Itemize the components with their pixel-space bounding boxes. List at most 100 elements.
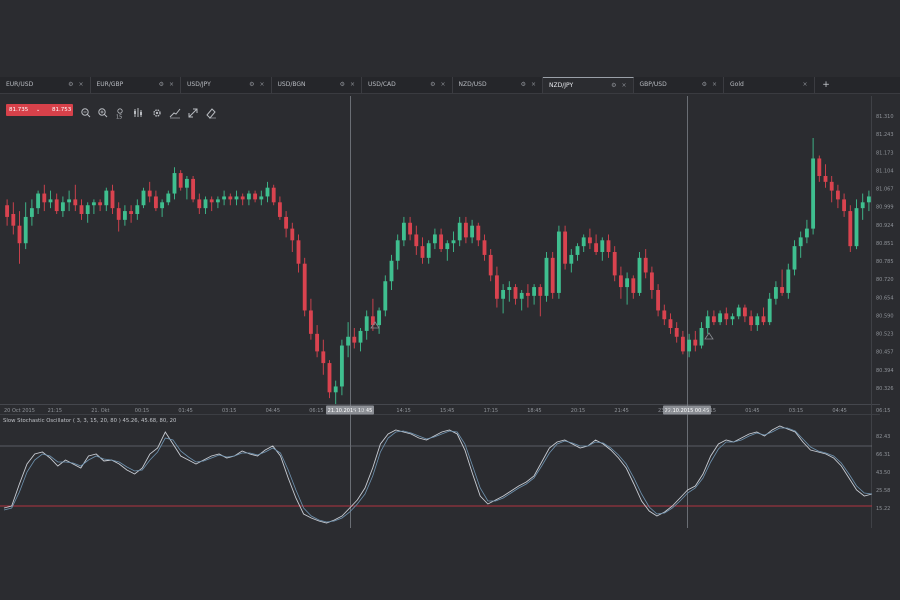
- tab-usdbgn[interactable]: USD/BGN ⚙ ×: [272, 77, 362, 93]
- plus-icon[interactable]: +: [822, 80, 830, 90]
- close-icon[interactable]: ×: [530, 81, 536, 88]
- tab-usdjpy[interactable]: USD/JPY ⚙ ×: [181, 77, 272, 93]
- candle[interactable]: [519, 290, 524, 311]
- candle[interactable]: [823, 164, 828, 188]
- candle[interactable]: [414, 225, 419, 255]
- candle[interactable]: [129, 205, 134, 223]
- candle[interactable]: [532, 284, 537, 305]
- indicators-icon[interactable]: [132, 104, 144, 117]
- candle[interactable]: [23, 202, 28, 250]
- close-icon[interactable]: ×: [440, 81, 446, 88]
- candle[interactable]: [693, 330, 698, 352]
- candle[interactable]: [339, 339, 344, 396]
- candle[interactable]: [42, 184, 47, 212]
- candle[interactable]: [358, 328, 363, 352]
- fullscreen-icon[interactable]: [187, 104, 199, 118]
- candle[interactable]: [662, 304, 667, 326]
- candle[interactable]: [104, 187, 109, 212]
- candle[interactable]: [482, 234, 487, 261]
- candle[interactable]: [98, 199, 103, 212]
- candle[interactable]: [377, 307, 382, 334]
- candle[interactable]: [848, 205, 853, 252]
- candle[interactable]: [612, 246, 617, 282]
- gear-icon[interactable]: ⚙: [611, 82, 617, 89]
- candle[interactable]: [308, 298, 313, 340]
- candle[interactable]: [389, 254, 394, 290]
- candle[interactable]: [705, 310, 710, 334]
- eraser-icon[interactable]: [205, 104, 217, 119]
- candle[interactable]: [408, 216, 413, 241]
- candle[interactable]: [494, 266, 499, 308]
- candle[interactable]: [79, 199, 84, 220]
- close-icon[interactable]: ×: [168, 81, 174, 88]
- candle[interactable]: [476, 222, 481, 247]
- tab-eurusd[interactable]: EUR/USD ⚙ ×: [0, 77, 91, 93]
- candle[interactable]: [290, 222, 295, 252]
- candle[interactable]: [85, 202, 90, 223]
- candle[interactable]: [606, 234, 611, 258]
- candle[interactable]: [302, 257, 307, 317]
- trade-price-box[interactable]: 81.735 ⌄ 81.753: [6, 104, 73, 116]
- candle[interactable]: [234, 190, 239, 206]
- candle[interactable]: [761, 307, 766, 326]
- candle[interactable]: [463, 216, 468, 244]
- zoom-out-icon[interactable]: [80, 104, 92, 118]
- candle[interactable]: [346, 322, 351, 358]
- candle[interactable]: [488, 249, 493, 282]
- candle[interactable]: [780, 269, 785, 296]
- candle[interactable]: [600, 237, 605, 261]
- candle[interactable]: [246, 190, 251, 206]
- candle[interactable]: [711, 310, 716, 326]
- candle[interactable]: [296, 234, 301, 273]
- candle[interactable]: [544, 252, 549, 302]
- candle[interactable]: [674, 322, 679, 343]
- candle[interactable]: [401, 216, 406, 247]
- candle[interactable]: [364, 310, 369, 340]
- candle[interactable]: [54, 193, 59, 214]
- candle[interactable]: [798, 231, 803, 258]
- trendline-icon[interactable]: [169, 104, 181, 119]
- gear-icon[interactable]: ⚙: [339, 81, 345, 88]
- candle[interactable]: [699, 322, 704, 349]
- candle[interactable]: [730, 313, 735, 326]
- candle[interactable]: [687, 333, 692, 358]
- candle[interactable]: [91, 199, 96, 214]
- gear-icon[interactable]: ⚙: [701, 81, 707, 88]
- candle[interactable]: [618, 266, 623, 299]
- candle[interactable]: [581, 234, 586, 252]
- candle[interactable]: [724, 307, 729, 326]
- candle[interactable]: [259, 190, 264, 206]
- gear-icon[interactable]: ⚙: [520, 81, 526, 88]
- candle[interactable]: [637, 252, 642, 296]
- candle[interactable]: [767, 292, 772, 326]
- candle[interactable]: [563, 225, 568, 270]
- candle[interactable]: [569, 249, 574, 273]
- candle[interactable]: [866, 190, 871, 212]
- candle[interactable]: [811, 138, 816, 235]
- candle[interactable]: [215, 196, 220, 209]
- candle[interactable]: [451, 231, 456, 252]
- candle[interactable]: [265, 181, 270, 203]
- candle[interactable]: [680, 330, 685, 355]
- close-icon[interactable]: ×: [259, 81, 265, 88]
- candle[interactable]: [122, 205, 127, 226]
- candle[interactable]: [395, 234, 400, 270]
- candle[interactable]: [321, 339, 326, 375]
- close-icon[interactable]: ×: [711, 81, 717, 88]
- candle[interactable]: [110, 184, 115, 214]
- candle[interactable]: [73, 184, 78, 212]
- candle[interactable]: [625, 272, 630, 305]
- candle[interactable]: [594, 234, 599, 255]
- candle[interactable]: [135, 199, 140, 220]
- candle[interactable]: [67, 190, 72, 212]
- candle[interactable]: [736, 304, 741, 320]
- candle[interactable]: [36, 190, 41, 214]
- candle[interactable]: [284, 211, 289, 238]
- candle[interactable]: [749, 310, 754, 331]
- candle[interactable]: [141, 187, 146, 209]
- candle[interactable]: [222, 190, 227, 206]
- candle[interactable]: [48, 190, 53, 209]
- candle[interactable]: [277, 196, 282, 220]
- candle[interactable]: [11, 202, 16, 235]
- candle[interactable]: [643, 249, 648, 279]
